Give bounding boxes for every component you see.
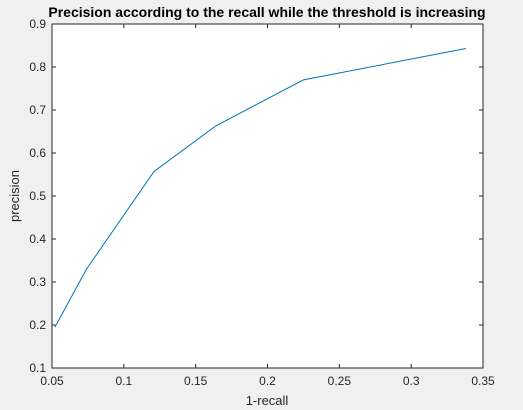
y-tick-label: 0.6	[29, 146, 46, 160]
chart-title: Precision according to the recall while …	[48, 4, 485, 20]
x-tick-label: 0.15	[184, 374, 208, 388]
x-tick-label: 0.2	[259, 374, 276, 388]
y-tick-label: 0.3	[29, 275, 46, 289]
y-tick-label: 0.2	[29, 318, 46, 332]
x-tick-label: 0.05	[40, 374, 64, 388]
x-axis-label: 1-recall	[246, 393, 289, 408]
y-tick-label: 0.7	[29, 103, 46, 117]
y-axis-label: precision	[7, 170, 22, 222]
x-tick-label: 0.1	[115, 374, 132, 388]
x-tick-label: 0.25	[328, 374, 352, 388]
x-tick-label: 0.3	[403, 374, 420, 388]
tick-marks	[51, 23, 484, 369]
y-tick-label: 0.8	[29, 60, 46, 74]
y-tick-labels: 0.1 0.2 0.3 0.4 0.5 0.6 0.7 0.8 0.9	[29, 17, 46, 375]
y-tick-label: 0.9	[29, 17, 46, 31]
y-tick-label: 0.4	[29, 232, 46, 246]
x-tick-label: 0.35	[471, 374, 495, 388]
y-tick-label: 0.5	[29, 189, 46, 203]
series-line	[54, 48, 466, 328]
x-tick-labels: 0.05 0.1 0.15 0.2 0.25 0.3 0.35	[40, 374, 495, 388]
plot-area	[51, 23, 484, 369]
y-tick-label: 0.1	[29, 361, 46, 375]
